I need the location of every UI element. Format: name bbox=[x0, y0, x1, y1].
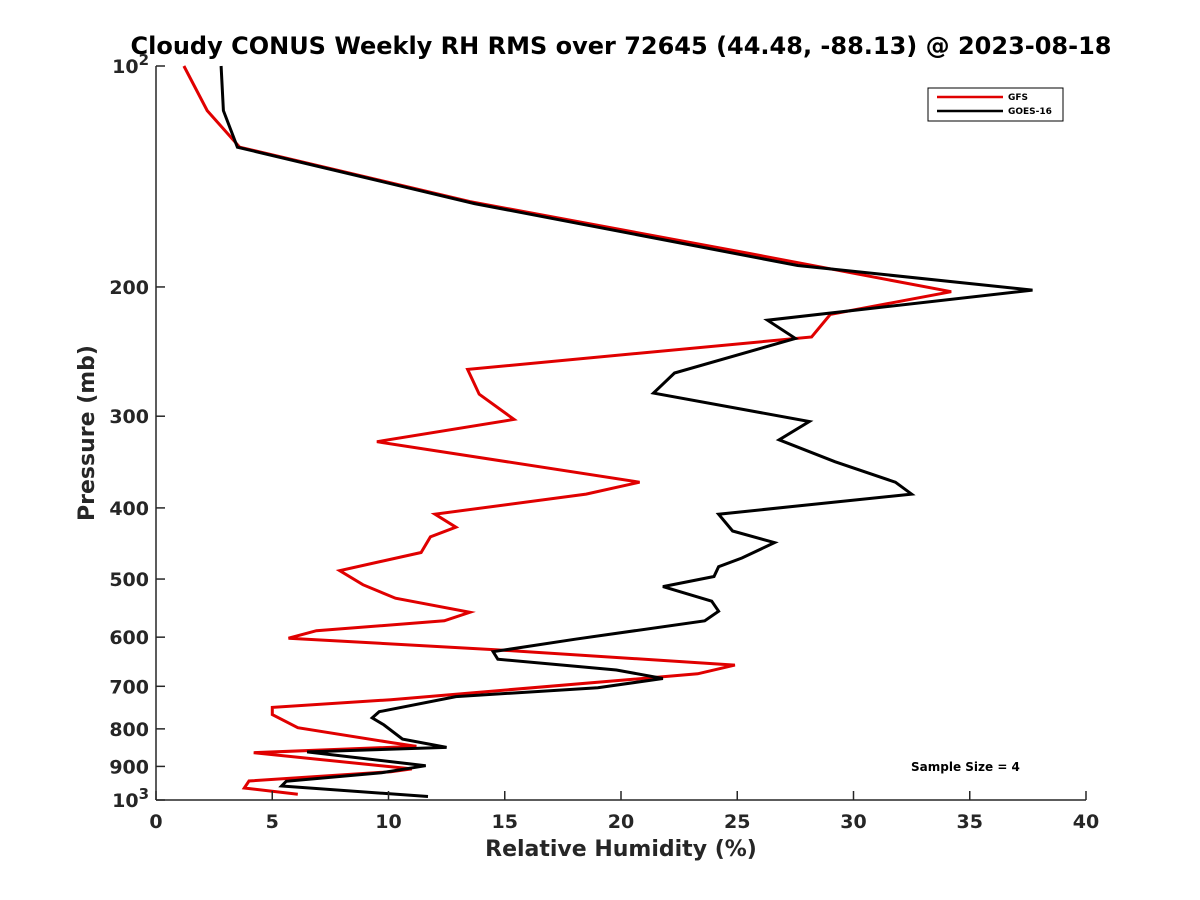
series-lines bbox=[182, 65, 1033, 798]
x-tick-label: 35 bbox=[957, 811, 983, 833]
y-tick-label: 103 bbox=[112, 785, 149, 812]
x-tick-label: 15 bbox=[492, 811, 518, 833]
x-tick-label: 10 bbox=[375, 811, 401, 833]
x-axis-label: Relative Humidity (%) bbox=[485, 837, 757, 862]
x-tick-label: 20 bbox=[608, 811, 634, 833]
legend-label-gfs: GFS bbox=[1008, 93, 1028, 103]
x-tick-label: 5 bbox=[266, 811, 279, 833]
y-tick-label: 600 bbox=[109, 627, 149, 649]
y-tick-label: 300 bbox=[109, 406, 149, 428]
x-tick-label: 30 bbox=[840, 811, 866, 833]
sample-size-annotation: Sample Size = 4 bbox=[911, 760, 1020, 774]
x-axis-ticks: 0 5 10 15 20 25 30 35 40 bbox=[149, 791, 1099, 833]
y-tick-label: 400 bbox=[109, 498, 149, 520]
y-tick-label: 700 bbox=[109, 676, 149, 698]
y-axis-label: Pressure (mb) bbox=[75, 345, 100, 521]
y-tick-label: 900 bbox=[109, 756, 149, 778]
legend-box bbox=[927, 87, 1064, 122]
chart-title: Cloudy CONUS Weekly RH RMS over 72645 (4… bbox=[131, 32, 1112, 60]
x-tick-label: 40 bbox=[1073, 811, 1099, 833]
series-line-gfs bbox=[182, 65, 952, 796]
legend: GFS GOES-16 bbox=[927, 87, 1064, 122]
legend-label-goes16: GOES-16 bbox=[1008, 107, 1052, 117]
series-line-goes16 bbox=[219, 65, 1033, 798]
y-axis-ticks: 102 200 300 400 500 600 700 800 900 103 bbox=[109, 51, 165, 812]
y-tick-label: 200 bbox=[109, 277, 149, 299]
x-tick-label: 0 bbox=[149, 811, 162, 833]
y-tick-label: 102 bbox=[112, 51, 149, 78]
y-tick-label: 800 bbox=[109, 719, 149, 741]
y-tick-label: 500 bbox=[109, 569, 149, 591]
x-tick-label: 25 bbox=[724, 811, 750, 833]
